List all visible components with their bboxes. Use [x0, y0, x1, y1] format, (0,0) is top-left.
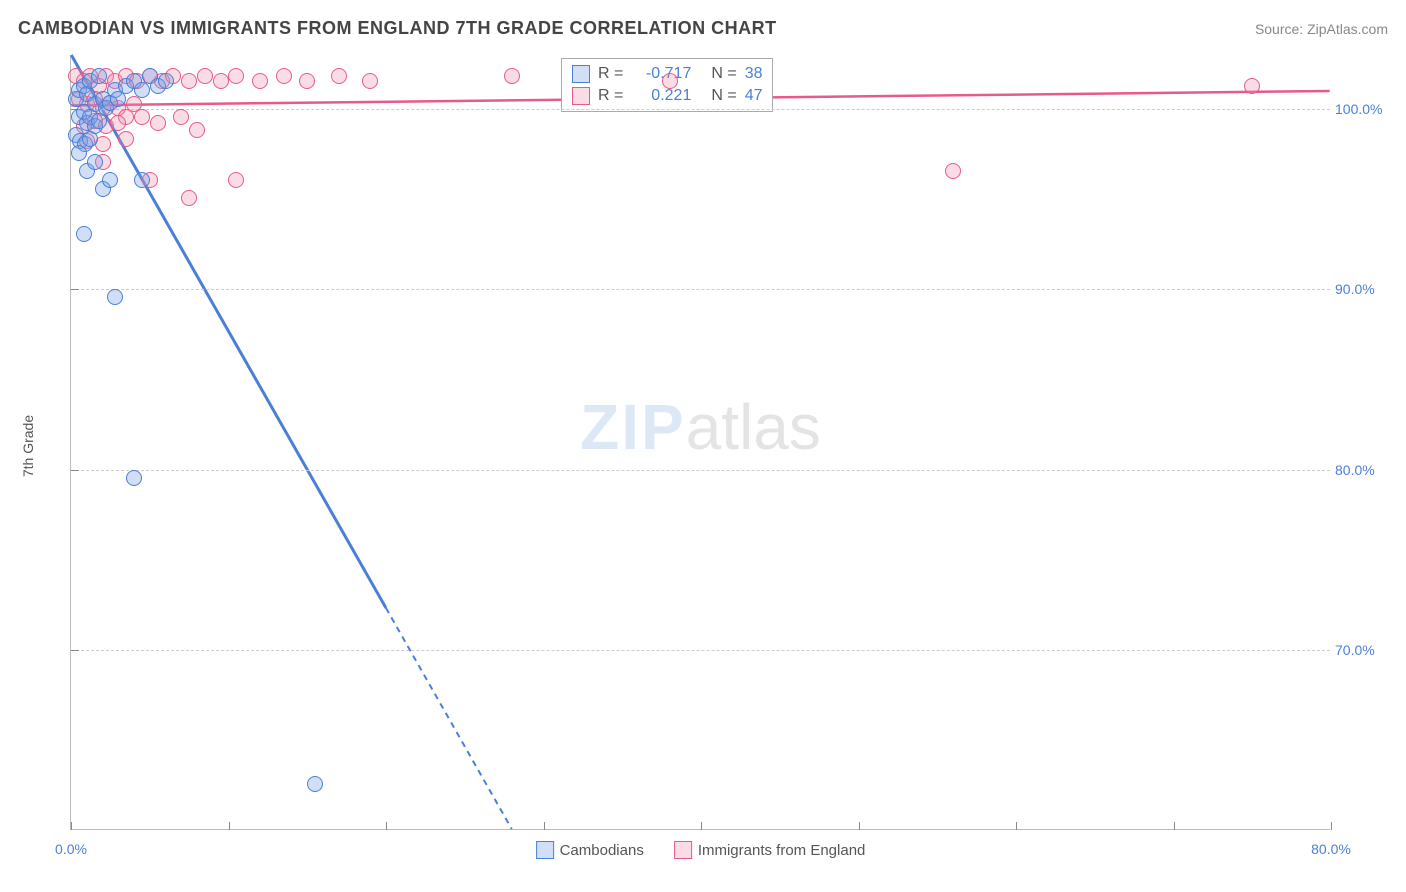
data-point-england — [181, 73, 197, 89]
legend-swatch — [572, 65, 590, 83]
chart-header: CAMBODIAN VS IMMIGRANTS FROM ENGLAND 7TH… — [18, 18, 1388, 39]
data-point-cambodians — [87, 154, 103, 170]
data-point-cambodians — [102, 172, 118, 188]
legend-item: Immigrants from England — [674, 841, 866, 859]
data-point-england — [362, 73, 378, 89]
x-tick — [229, 822, 230, 830]
data-point-cambodians — [76, 226, 92, 242]
y-tick — [71, 650, 79, 651]
legend-label: Cambodians — [560, 842, 644, 859]
data-point-england — [213, 73, 229, 89]
data-point-england — [299, 73, 315, 89]
n-label: N = — [711, 65, 736, 83]
x-tick — [1016, 822, 1017, 830]
gridline — [71, 289, 1330, 290]
gridline — [71, 109, 1330, 110]
gridline — [71, 470, 1330, 471]
data-point-england — [110, 115, 126, 131]
data-point-cambodians — [82, 131, 98, 147]
data-point-england — [118, 131, 134, 147]
legend-label: Immigrants from England — [698, 842, 866, 859]
y-tick — [71, 289, 79, 290]
legend-swatch — [536, 841, 554, 859]
y-axis-title: 7th Grade — [20, 415, 36, 477]
data-point-cambodians — [107, 289, 123, 305]
legend-swatch — [674, 841, 692, 859]
plot-area: ZIPatlas R =-0.717N =38R =0.221N =47 Cam… — [70, 55, 1330, 830]
x-tick — [701, 822, 702, 830]
data-point-cambodians — [158, 73, 174, 89]
legend-item: Cambodians — [536, 841, 644, 859]
data-point-cambodians — [126, 470, 142, 486]
data-point-england — [228, 172, 244, 188]
legend-swatch — [572, 87, 590, 105]
y-tick-label: 90.0% — [1335, 281, 1390, 297]
data-point-england — [1244, 78, 1260, 94]
x-tick — [386, 822, 387, 830]
n-value: 38 — [745, 65, 763, 83]
x-tick — [71, 822, 72, 830]
data-point-england — [276, 68, 292, 84]
data-point-england — [945, 163, 961, 179]
data-point-cambodians — [71, 145, 87, 161]
x-tick-label: 80.0% — [1311, 841, 1351, 857]
x-tick — [1174, 822, 1175, 830]
x-tick — [1331, 822, 1332, 830]
n-value: 47 — [745, 87, 763, 105]
chart-title: CAMBODIAN VS IMMIGRANTS FROM ENGLAND 7TH… — [18, 18, 777, 39]
data-point-cambodians — [134, 172, 150, 188]
y-tick-label: 100.0% — [1335, 101, 1390, 117]
data-point-england — [331, 68, 347, 84]
source-name: ZipAtlas.com — [1307, 21, 1388, 37]
data-point-england — [150, 115, 166, 131]
trend-lines — [71, 55, 1330, 829]
data-point-cambodians — [307, 776, 323, 792]
data-point-england — [126, 96, 142, 112]
y-tick — [71, 470, 79, 471]
x-tick-label: 0.0% — [55, 841, 87, 857]
data-point-england — [181, 190, 197, 206]
r-label: R = — [598, 65, 623, 83]
x-tick — [544, 822, 545, 830]
data-point-england — [252, 73, 268, 89]
data-point-england — [228, 68, 244, 84]
y-tick-label: 80.0% — [1335, 462, 1390, 478]
series-legend: Cambodians Immigrants from England — [536, 841, 866, 859]
r-value: 0.221 — [631, 87, 691, 105]
data-point-england — [189, 122, 205, 138]
source-prefix: Source: — [1255, 21, 1307, 37]
gridline — [71, 650, 1330, 651]
data-point-england — [504, 68, 520, 84]
data-point-england — [662, 73, 678, 89]
data-point-england — [197, 68, 213, 84]
n-label: N = — [711, 87, 736, 105]
data-point-cambodians — [91, 68, 107, 84]
x-tick — [859, 822, 860, 830]
watermark: ZIPatlas — [580, 390, 821, 464]
watermark-atlas: atlas — [686, 391, 821, 463]
y-tick-label: 70.0% — [1335, 642, 1390, 658]
data-point-england — [173, 109, 189, 125]
source-label: Source: ZipAtlas.com — [1255, 21, 1388, 37]
data-point-cambodians — [134, 82, 150, 98]
r-label: R = — [598, 87, 623, 105]
watermark-zip: ZIP — [580, 391, 686, 463]
